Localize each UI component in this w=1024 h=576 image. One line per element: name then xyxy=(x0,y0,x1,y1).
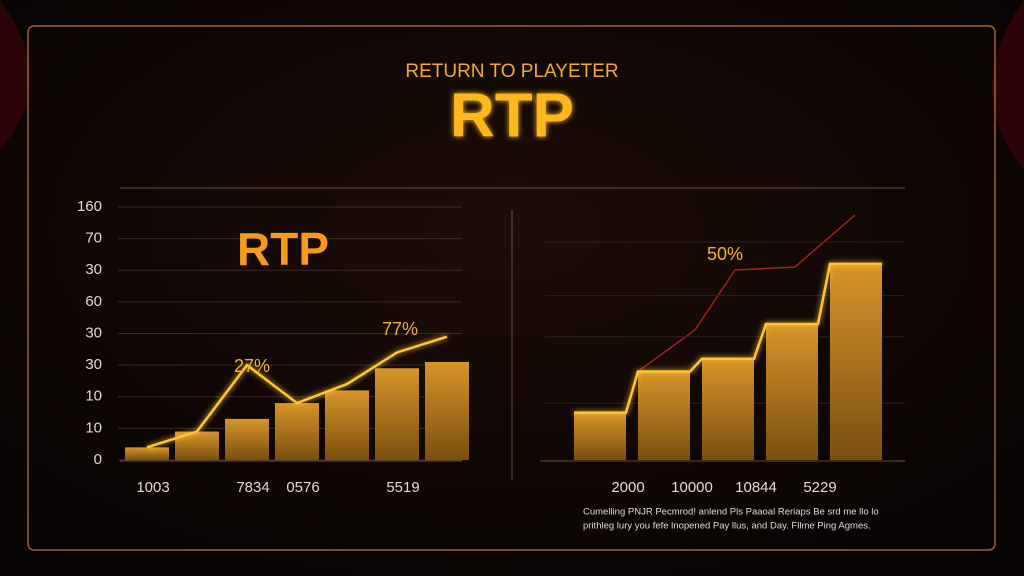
x-tick-label: 2000 xyxy=(611,479,644,496)
x-tick-label: 0576 xyxy=(286,479,319,496)
annotation: 50% xyxy=(707,244,743,264)
x-tick-label: 5519 xyxy=(386,479,419,496)
chart-title: RTP xyxy=(237,223,329,275)
y-tick-label: 30 xyxy=(85,356,102,373)
y-tick-label: 60 xyxy=(85,293,102,310)
y-tick-label: 0 xyxy=(94,451,102,468)
x-tick-label: 5229 xyxy=(803,479,836,496)
bar xyxy=(766,324,818,460)
frame xyxy=(27,25,996,551)
footer-text: Cumelling PNJR Pecmrod! anlend Pls Paaoa… xyxy=(583,507,879,518)
y-tick-label: 160 xyxy=(77,198,102,215)
line xyxy=(574,262,882,414)
bar xyxy=(830,263,882,460)
x-tick-label: 10844 xyxy=(735,479,777,496)
x-tick-label: 1003 xyxy=(136,479,169,496)
line xyxy=(146,335,448,449)
y-tick-label: 10 xyxy=(85,419,102,436)
bar xyxy=(225,418,269,460)
footer-text: prithleg lury you fefe lnopened Pay llus… xyxy=(583,521,871,532)
bar xyxy=(325,390,369,460)
bar xyxy=(638,371,690,460)
bar xyxy=(574,412,626,460)
y-tick-label: 70 xyxy=(85,230,102,247)
subtitle: RETURN TO PLAYETER xyxy=(405,61,618,82)
bar xyxy=(275,403,319,460)
x-tick-label: 10000 xyxy=(671,479,713,496)
annotation: 27% xyxy=(234,356,270,376)
annotation: 77% xyxy=(382,319,418,339)
bar xyxy=(425,361,469,460)
bar xyxy=(702,358,754,460)
y-tick-label: 10 xyxy=(85,388,102,405)
y-tick-label: 30 xyxy=(85,324,102,341)
bar xyxy=(375,368,419,460)
bar xyxy=(125,447,169,460)
trend-decor xyxy=(639,214,856,371)
x-tick-label: 7834 xyxy=(236,479,269,496)
y-tick-label: 30 xyxy=(85,261,102,278)
title: RTP xyxy=(450,81,574,150)
